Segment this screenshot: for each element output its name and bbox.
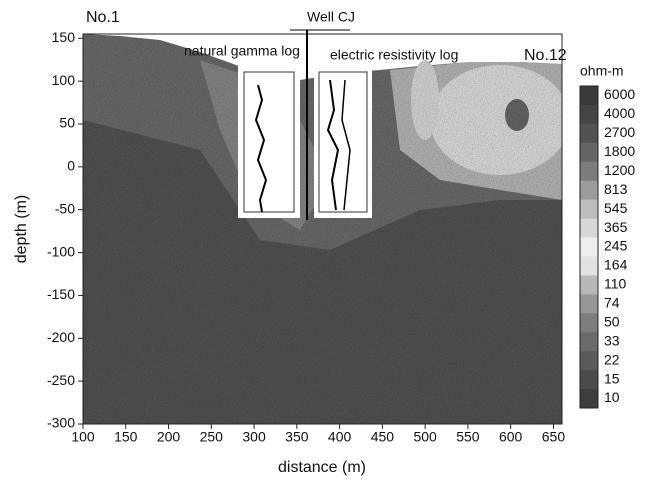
colorbar-swatch bbox=[580, 370, 598, 390]
well-logs bbox=[238, 29, 372, 220]
x-tick-label: 350 bbox=[285, 429, 309, 445]
annotation: natural gamma log bbox=[184, 43, 300, 59]
colorbar-swatch bbox=[580, 142, 598, 163]
x-tick-label: 500 bbox=[413, 429, 437, 445]
colorbar-label: 4000 bbox=[604, 105, 635, 121]
plot-frame bbox=[82, 33, 563, 425]
colorbar-label: 813 bbox=[604, 181, 628, 197]
colorbar-swatch bbox=[580, 218, 598, 239]
colorbar-swatch bbox=[580, 351, 598, 371]
colorbar-frame bbox=[579, 85, 599, 409]
annotation: No.12 bbox=[524, 47, 567, 64]
colorbar-label: 22 bbox=[604, 351, 620, 367]
x-tick-label: 400 bbox=[328, 429, 352, 445]
colorbar-swatch bbox=[580, 256, 598, 276]
colorbar-label: 2700 bbox=[604, 124, 635, 140]
x-tick-label: 650 bbox=[542, 429, 566, 445]
colorbar-unit: ohm-m bbox=[580, 63, 624, 79]
colorbar-label: 110 bbox=[604, 276, 627, 292]
colorbar-swatch bbox=[580, 237, 598, 257]
annotation: electric resistivity log bbox=[330, 47, 458, 63]
colorbar-swatch bbox=[580, 86, 598, 106]
y-tick-label: 0 bbox=[67, 158, 75, 174]
x-tick-label: 300 bbox=[242, 429, 266, 445]
colorbar-label: 545 bbox=[604, 200, 628, 216]
colorbar-swatch bbox=[580, 123, 598, 144]
colorbar-swatch bbox=[580, 313, 598, 333]
x-tick-label: 600 bbox=[499, 429, 523, 445]
colorbar-label: 50 bbox=[604, 313, 620, 329]
colorbar-swatch bbox=[580, 161, 598, 182]
colorbar-label: 365 bbox=[604, 219, 628, 235]
x-tick-label: 200 bbox=[157, 429, 181, 445]
y-tick-label: -250 bbox=[47, 372, 75, 388]
colorbar-swatch bbox=[580, 389, 598, 409]
y-axis-label: depth (m) bbox=[13, 195, 30, 263]
x-tick-label: 450 bbox=[371, 429, 395, 445]
x-tick-label: 150 bbox=[114, 429, 138, 445]
colorbar-label: 33 bbox=[604, 332, 620, 348]
y-tick-label: -100 bbox=[47, 243, 75, 259]
colorbar-label: 245 bbox=[604, 238, 628, 254]
y-tick-label: 150 bbox=[52, 29, 76, 45]
colorbar-swatch bbox=[580, 332, 598, 352]
colorbar-swatch bbox=[580, 294, 598, 314]
annotation: No.1 bbox=[86, 9, 120, 26]
y-tick-label: -150 bbox=[47, 286, 75, 302]
colorbar-swatch bbox=[580, 199, 598, 220]
y-tick-label: 50 bbox=[59, 115, 75, 131]
colorbar-label: 10 bbox=[604, 389, 620, 405]
colorbar-swatch bbox=[580, 104, 598, 125]
x-tick-label: 100 bbox=[71, 429, 95, 445]
colorbar-swatch bbox=[580, 180, 598, 201]
x-tick-label: 550 bbox=[456, 429, 480, 445]
resistivity-field bbox=[83, 34, 562, 424]
x-axis-label: distance (m) bbox=[278, 459, 366, 476]
colorbar-label: 1200 bbox=[604, 162, 635, 178]
y-tick-label: -50 bbox=[55, 200, 75, 216]
colorbar-label: 15 bbox=[604, 370, 620, 386]
colorbar-label: 1800 bbox=[604, 143, 635, 159]
colorbar-label: 74 bbox=[604, 295, 620, 311]
annotation: Well CJ bbox=[307, 9, 355, 25]
y-tick-label: 100 bbox=[52, 72, 76, 88]
y-tick-label: -200 bbox=[47, 329, 75, 345]
y-tick-label: -300 bbox=[47, 415, 75, 431]
colorbar-swatch bbox=[580, 275, 598, 295]
colorbar-label: 164 bbox=[604, 257, 628, 273]
colorbar-label: 6000 bbox=[604, 86, 635, 102]
x-tick-label: 250 bbox=[200, 429, 224, 445]
